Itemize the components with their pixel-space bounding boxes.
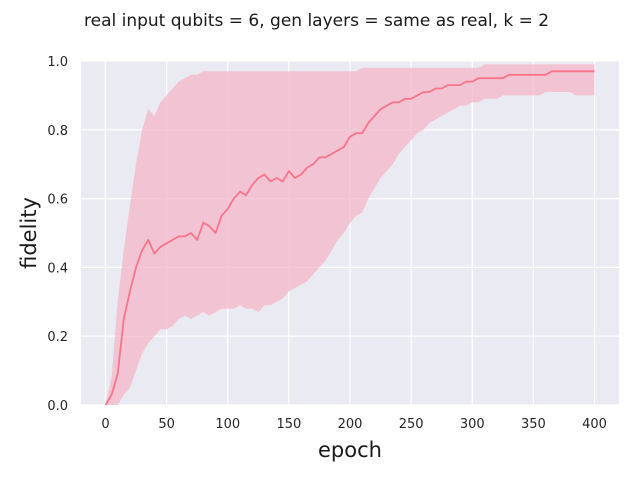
- x-tick-label: 100: [215, 417, 240, 432]
- confidence-band-layer: [105, 64, 595, 406]
- x-tick-label: 50: [158, 417, 175, 432]
- fidelity-line-layer: [104, 70, 595, 406]
- y-tick-label: 0.0: [47, 399, 68, 414]
- y-tick-labels: 0.0 0.2 0.4 0.6 0.8 1.0: [47, 55, 68, 414]
- y-axis-label: fidelity: [17, 197, 41, 269]
- y-tick-label: 0.6: [47, 193, 68, 208]
- x-tick-label: 400: [582, 417, 607, 432]
- y-tick-label: 0.8: [47, 124, 68, 139]
- fidelity-mean-line: [104, 70, 595, 406]
- y-tick-label: 0.4: [47, 261, 68, 276]
- x-tick-labels: 0 50 100 150 200 250 300 350 400: [101, 417, 607, 432]
- x-tick-label: 350: [521, 417, 546, 432]
- chart-title: real input qubits = 6, gen layers = same…: [84, 11, 549, 31]
- x-tick-label: 250: [399, 417, 424, 432]
- y-tick-label: 1.0: [47, 55, 68, 70]
- x-tick-label: 300: [460, 417, 485, 432]
- y-tick-label: 0.2: [47, 330, 68, 345]
- x-tick-label: 200: [338, 417, 363, 432]
- x-axis-label: epoch: [318, 438, 382, 462]
- x-tick-label: 150: [276, 417, 301, 432]
- confidence-band: [105, 64, 595, 406]
- x-tick-label: 0: [101, 417, 109, 432]
